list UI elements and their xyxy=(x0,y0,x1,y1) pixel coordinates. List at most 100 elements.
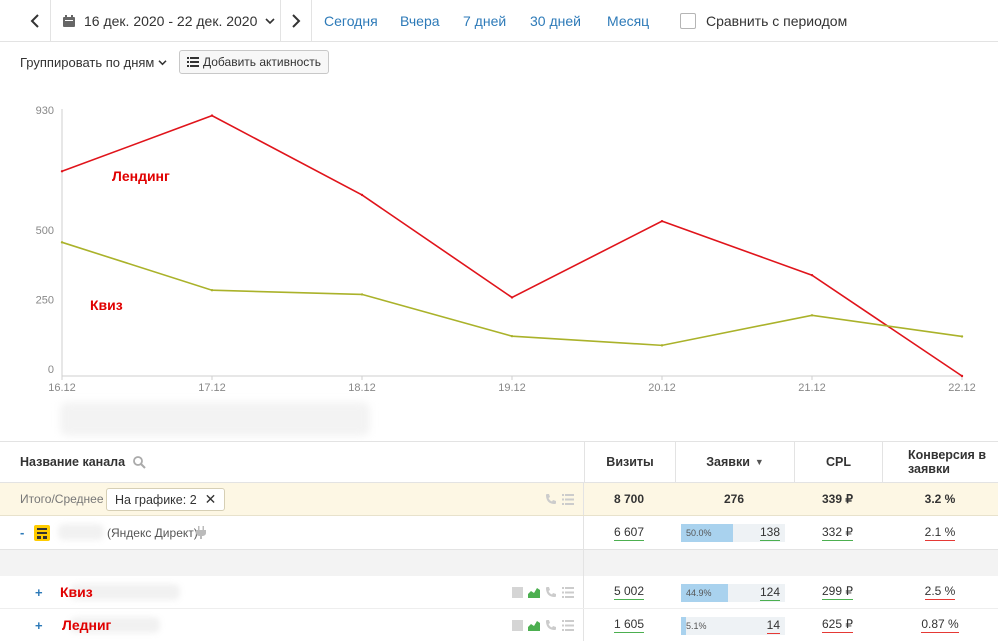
table-row[interactable]: - (Яндекс Директ) 6 607 50.0% 138 332 ₽ … xyxy=(0,516,998,550)
data-point xyxy=(660,344,664,347)
sort-desc-icon: ▼ xyxy=(754,457,764,467)
line-chart: 0 250 500 930 16.12 17.12 18.12 19.12 20.12 21.12… xyxy=(36,105,976,394)
yandex-direct-icon xyxy=(34,525,50,541)
y-tick-label: 0 xyxy=(48,364,54,376)
cpl-cell: 299 ₽ xyxy=(794,576,881,608)
channels-table: Название канала Визиты Заявки ▼ CPL Конв… xyxy=(0,441,998,642)
add-activity-button[interactable]: Добавить активность xyxy=(179,50,330,74)
data-point xyxy=(60,170,64,173)
compare-period-checkbox[interactable]: Сравнить с периодом xyxy=(680,0,847,41)
col-name-label: Название канала xyxy=(20,455,126,469)
data-point xyxy=(360,193,364,197)
leads-value: 138 xyxy=(759,525,780,541)
conv-value: 0.87 % xyxy=(921,617,959,633)
x-tick-label: 20.12 xyxy=(648,382,676,394)
series-line-2 xyxy=(61,241,963,347)
x-tick-label: 21.12 xyxy=(798,382,826,394)
quick-7-days[interactable]: 7 дней xyxy=(463,12,507,29)
data-point xyxy=(510,334,514,338)
date-range-picker[interactable]: 16 дек. 2020 - 22 дек. 2020 xyxy=(62,0,275,41)
total-leads: 276 xyxy=(723,492,745,506)
square-icon[interactable] xyxy=(512,586,523,598)
plug-icon[interactable] xyxy=(196,526,206,539)
row-icons xyxy=(512,609,574,641)
list-icon[interactable] xyxy=(562,586,574,598)
table-header: Название канала Визиты Заявки ▼ CPL Конв… xyxy=(0,442,998,483)
conv-cell: 0.87 % xyxy=(882,609,998,641)
chevron-down-icon xyxy=(158,59,167,65)
quick-month[interactable]: Месяц xyxy=(607,12,650,29)
chevron-right-icon xyxy=(292,13,301,28)
checkbox-box[interactable] xyxy=(680,12,696,29)
expand-toggle[interactable]: + xyxy=(35,617,43,633)
row-label: Квиз xyxy=(60,584,93,600)
on-chart-chip[interactable]: На графике: 2 ✕ xyxy=(106,488,226,511)
toolbar: 16 дек. 2020 - 22 дек. 2020 Сегодня Вчер… xyxy=(0,0,998,42)
total-conv: 3.2 % xyxy=(924,492,956,506)
next-period-button[interactable] xyxy=(283,0,309,41)
add-activity-label: Добавить активность xyxy=(203,55,322,69)
blurred-text xyxy=(70,584,180,600)
phone-icon[interactable] xyxy=(545,586,557,598)
chevron-left-icon xyxy=(30,13,39,28)
cpl-value: 625 ₽ xyxy=(822,617,853,633)
chart-icon[interactable] xyxy=(528,620,540,631)
close-icon[interactable]: ✕ xyxy=(204,491,217,507)
expand-toggle[interactable]: + xyxy=(35,584,43,600)
list-icon xyxy=(187,57,199,67)
data-point xyxy=(810,273,814,277)
search-icon[interactable] xyxy=(133,455,146,469)
list-icon[interactable] xyxy=(562,619,574,631)
leads-bar-fill xyxy=(681,584,728,602)
col-name-header[interactable]: Название канала xyxy=(20,442,146,482)
quick-yesterday[interactable]: Вчера xyxy=(400,12,440,29)
x-tick-label: 19.12 xyxy=(498,382,526,394)
prev-period-button[interactable] xyxy=(22,0,48,41)
conv-cell: 2.1 % xyxy=(882,516,998,549)
col-visits-header[interactable]: Визиты xyxy=(584,442,675,482)
y-tick-label: 500 xyxy=(36,225,54,237)
list-icon[interactable] xyxy=(562,493,574,505)
cpl-value: 299 ₽ xyxy=(822,584,853,600)
data-point xyxy=(210,114,214,117)
spacer-row xyxy=(0,550,998,577)
quick-today[interactable]: Сегодня xyxy=(324,12,378,29)
square-icon[interactable] xyxy=(512,619,523,631)
x-tick-label: 17.12 xyxy=(198,382,226,394)
data-point xyxy=(510,296,514,299)
col-leads-header[interactable]: Заявки ▼ xyxy=(675,442,794,482)
col-conv-header[interactable]: Конверсия в заявки xyxy=(882,442,998,482)
chart-icon[interactable] xyxy=(528,587,540,598)
leads-bar-fill xyxy=(681,617,687,635)
chevron-down-icon xyxy=(265,17,275,24)
channel-name: (Яндекс Директ) xyxy=(107,525,198,540)
phone-icon[interactable] xyxy=(545,493,557,505)
col-cpl-header[interactable]: CPL xyxy=(794,442,882,482)
visits-value: 5 002 xyxy=(613,584,645,600)
quick-30-days[interactable]: 30 дней xyxy=(530,12,581,29)
conv-value: 2.5 % xyxy=(924,584,956,600)
data-point xyxy=(960,374,964,378)
visits-cell: 1 605 xyxy=(584,609,674,641)
x-tick-label: 16.12 xyxy=(48,382,76,394)
data-point xyxy=(660,219,664,223)
data-point xyxy=(210,289,214,292)
on-chart-chip-label: На графике: 2 xyxy=(115,492,197,507)
table-row[interactable]: + Ледниг 1 605 5.1% 14 625 ₽ 0.87 % xyxy=(0,609,998,641)
total-visits: 8 700 xyxy=(613,492,645,506)
leads-bar-fill xyxy=(681,524,733,542)
totals-row: Итого/Среднее На графике: 2 ✕ 8 700 276 … xyxy=(0,483,998,516)
phone-icon[interactable] xyxy=(545,619,557,631)
x-tick-label: 22.12 xyxy=(948,382,976,394)
leads-bar: 50.0% 138 xyxy=(681,524,785,542)
blurred-text xyxy=(70,617,160,633)
visits-value: 1 605 xyxy=(613,617,645,633)
visits-value: 6 607 xyxy=(613,524,645,541)
table-row[interactable]: + Квиз 5 002 44.9% 124 299 ₽ 2.5 % xyxy=(0,576,998,609)
blurred-text xyxy=(58,524,104,540)
collapse-toggle[interactable]: - xyxy=(20,525,25,540)
data-point xyxy=(60,241,64,244)
data-point xyxy=(360,293,364,296)
group-by-dropdown[interactable]: Группировать по дням xyxy=(20,50,167,74)
data-point xyxy=(810,314,814,317)
